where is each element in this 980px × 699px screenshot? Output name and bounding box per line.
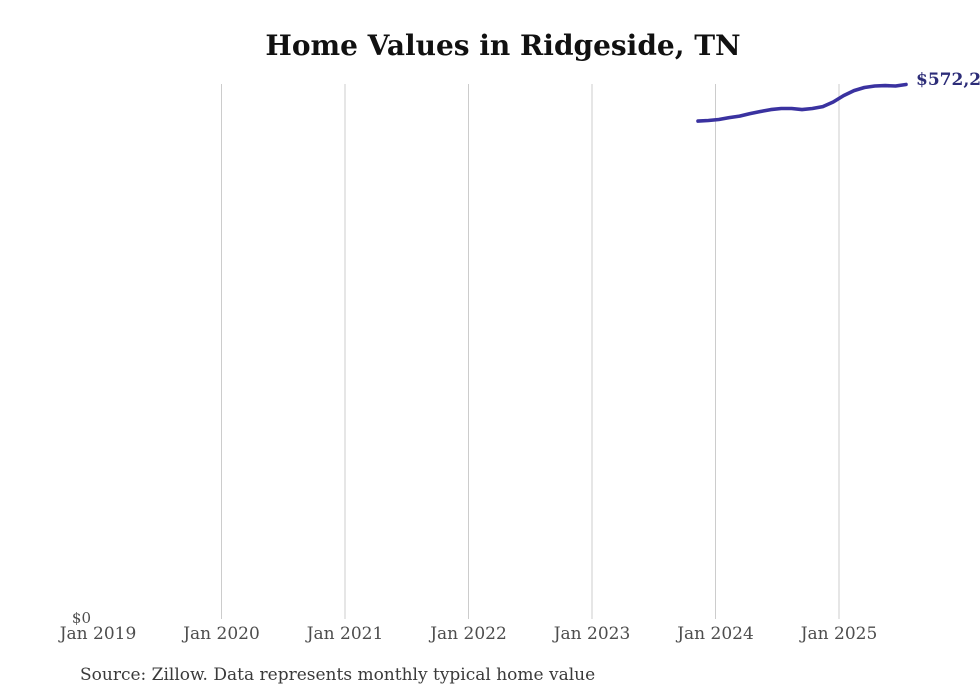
x-tick-label: Jan 2019 [59, 624, 137, 644]
source-note: Source: Zillow. Data represents monthly … [80, 665, 596, 685]
latest-value-label: $572,24 [916, 70, 980, 90]
home-value-line [696, 82, 908, 123]
x-tick-label: Jan 2020 [183, 624, 260, 644]
x-tick-label: Jan 2023 [553, 624, 631, 644]
x-tick-label: Jan 2021 [306, 624, 384, 644]
y-axis-zero-label: $0 [71, 609, 91, 627]
chart-title: Home Values in Ridgeside, TN [265, 29, 741, 62]
x-tick-label: Jan 2025 [800, 624, 878, 644]
x-tick-label: Jan 2022 [430, 624, 507, 644]
x-tick-label: Jan 2024 [677, 624, 754, 644]
